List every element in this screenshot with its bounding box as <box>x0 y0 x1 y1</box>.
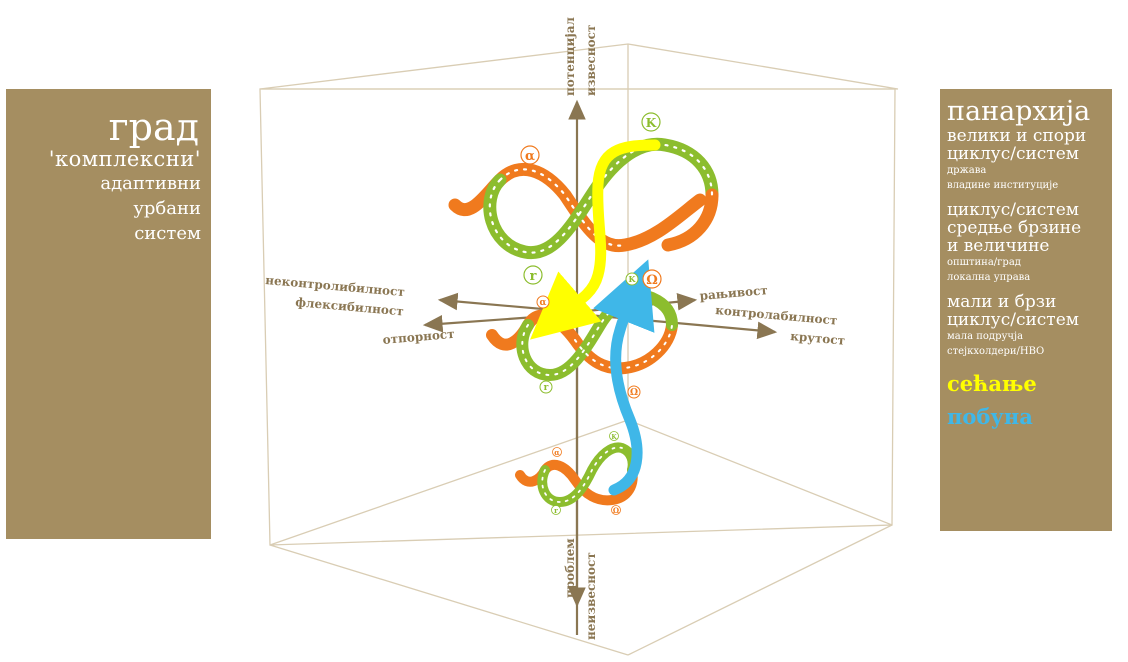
axis-top-1: потенцијал <box>563 16 577 96</box>
small-sub2: стејкхолдери/НВО <box>947 346 1045 357</box>
mid-r-label: r <box>544 383 549 393</box>
left-line2: урбани <box>133 198 201 219</box>
top-cycle <box>448 137 719 260</box>
axis-bottom-2: неизвесност <box>584 552 598 640</box>
left-line3: систем <box>134 223 201 244</box>
top-k-label: K <box>646 116 657 130</box>
bottom-omega-label: Ω <box>613 506 619 515</box>
revolt-arrow <box>593 259 655 496</box>
axis-left-3: отпорност <box>382 327 455 347</box>
mid-k-label: K <box>629 274 637 284</box>
right-title: панархија <box>947 96 1091 127</box>
left-line1: адаптивни <box>100 173 201 194</box>
legend-memory: сећање <box>947 371 1037 396</box>
mid-alpha-label: α <box>540 298 547 308</box>
mid-line1: циклус/систем <box>947 200 1079 220</box>
mid-sub2: локална управа <box>947 272 1031 283</box>
bottom-r-label: r <box>554 506 558 515</box>
legend-revolt: побуна <box>947 404 1033 429</box>
axis-bottom-1: проблем <box>563 538 577 598</box>
bottom-cycle <box>515 442 638 508</box>
small-line1: мали и брзи <box>947 292 1057 312</box>
axis-top-2: извесност <box>584 25 598 96</box>
cube-wireframe <box>259 43 899 656</box>
mid-line2: средње брзине <box>947 218 1082 238</box>
top-omega-label: Ω <box>646 273 658 288</box>
bottom-k-label: K <box>611 434 617 441</box>
axis-right-2: контролабилност <box>715 303 838 328</box>
axis-left-2: флексибилност <box>295 295 404 318</box>
mid-sub1: општина/град <box>947 257 1021 268</box>
axis-right-3: крутост <box>790 329 846 348</box>
small-line2: циклус/систем <box>947 310 1079 330</box>
small-sub1: мала подручја <box>947 331 1024 342</box>
top-alpha-label: α <box>525 149 535 164</box>
left-title: град <box>108 105 199 149</box>
cycle-markers: α K r Ω α K r Ω α K r Ω <box>520 112 662 515</box>
axis-right-1: рањивост <box>699 283 768 303</box>
mid-omega-label: Ω <box>630 388 638 398</box>
mid-line3: и величине <box>947 236 1050 256</box>
big-slow-line2: циклус/систем <box>947 144 1079 164</box>
top-r-label: r <box>530 269 537 284</box>
axis-left-1: неконтролибилност <box>265 273 406 299</box>
big-slow-sub1: држава <box>947 165 987 176</box>
bottom-alpha-label: α <box>554 448 560 457</box>
left-panel: град 'комплексни' адаптивни урбани систе… <box>6 89 211 539</box>
memory-arrow <box>530 139 661 340</box>
big-slow-sub2: владине институције <box>947 180 1059 191</box>
big-slow-line1: велики и спори <box>947 126 1087 146</box>
left-subtitle: 'комплексни' <box>48 147 201 171</box>
right-panel: панархија велики и спори циклус/систем д… <box>940 89 1112 531</box>
